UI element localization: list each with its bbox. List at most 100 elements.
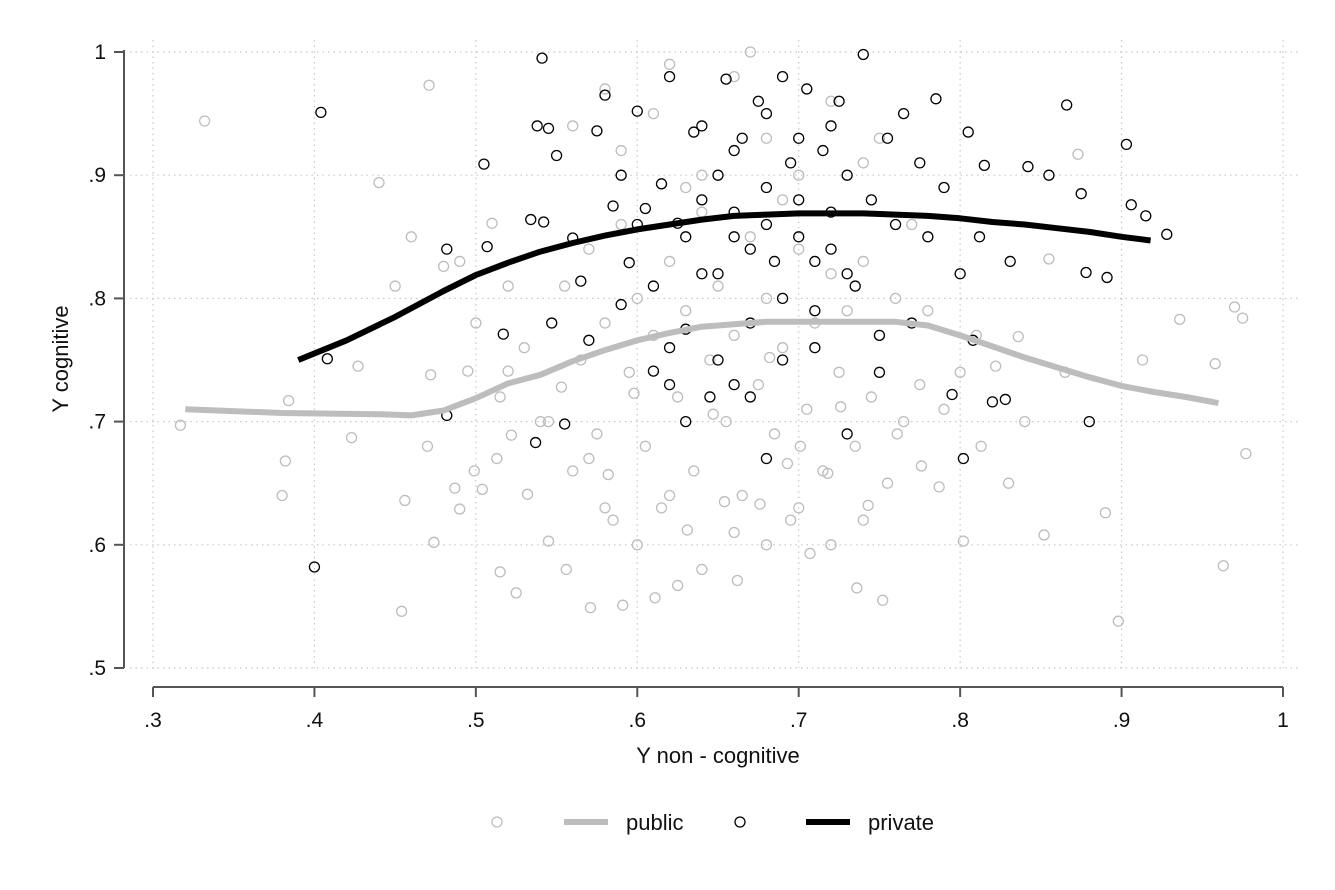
private-point: [1083, 415, 1095, 428]
axes: [123, 50, 1283, 688]
private-point: [529, 436, 542, 449]
public-point: [915, 460, 928, 472]
x-tick-label: .7: [790, 709, 808, 732]
public-point: [1099, 507, 1112, 519]
private-point: [938, 181, 950, 194]
private-point: [525, 213, 537, 226]
private-points: [308, 48, 1173, 573]
public-point: [276, 489, 288, 502]
y-tick-label: .8: [88, 287, 106, 310]
public-point: [744, 46, 756, 58]
public-point: [704, 354, 716, 366]
public-point: [793, 502, 805, 514]
public-point: [728, 329, 740, 342]
public-point: [1038, 529, 1050, 541]
public-point: [560, 563, 572, 576]
private-point: [881, 132, 894, 144]
private-point: [962, 126, 974, 138]
grid: [130, 40, 1300, 669]
public-point: [583, 243, 595, 255]
public-point: [680, 305, 692, 317]
private-point: [1140, 210, 1152, 222]
private-point: [930, 93, 942, 105]
public-point: [279, 455, 292, 467]
private-point: [478, 158, 490, 170]
public-point: [1217, 560, 1229, 572]
public-point: [454, 503, 466, 515]
private-point: [542, 122, 555, 135]
public-point: [680, 181, 692, 194]
public-point: [793, 243, 805, 255]
private-point: [583, 334, 595, 346]
private-point: [776, 354, 789, 366]
private-point: [696, 120, 708, 132]
x-tick-label: .8: [951, 709, 969, 732]
public-point: [510, 587, 522, 599]
private-point: [712, 354, 724, 366]
public-point: [922, 305, 934, 317]
private-point: [1004, 255, 1016, 268]
private-point: [776, 70, 789, 83]
private-point: [736, 132, 748, 144]
public-point: [881, 477, 894, 489]
public-point: [663, 58, 676, 70]
public-point: [975, 440, 987, 452]
private-point: [1080, 266, 1092, 279]
public-point: [584, 601, 597, 614]
public-point: [865, 391, 878, 403]
public-point: [628, 387, 640, 399]
public-point: [617, 599, 629, 611]
private-point: [954, 268, 966, 280]
private-point: [1022, 160, 1034, 173]
public-point: [841, 305, 853, 317]
public-point: [1240, 447, 1252, 460]
private-point: [957, 452, 970, 465]
private-point: [591, 125, 603, 137]
public-point: [712, 280, 724, 292]
public-point: [760, 539, 773, 551]
public-point: [567, 465, 579, 477]
private-point: [631, 105, 643, 117]
public-point: [399, 494, 411, 507]
public-point: [851, 582, 863, 594]
smooth-lines: [185, 210, 1219, 419]
public-point: [1043, 253, 1055, 265]
legend-marker-symbol: [491, 816, 503, 828]
private-point: [1043, 169, 1055, 181]
public-point: [602, 468, 614, 481]
y-tick-label: .9: [88, 164, 106, 187]
private-point: [321, 353, 333, 365]
private-point: [663, 342, 676, 354]
public-point: [599, 502, 611, 514]
private-point: [793, 194, 805, 206]
public-point: [794, 440, 806, 452]
public-point: [282, 395, 295, 407]
private-point: [744, 243, 756, 255]
public-point: [615, 144, 627, 157]
public-point: [174, 419, 187, 431]
public-point: [454, 255, 466, 268]
private-point: [1061, 99, 1073, 111]
public-point: [631, 539, 643, 551]
private-point: [615, 298, 627, 311]
public-point: [1228, 301, 1241, 313]
private-point: [801, 83, 813, 95]
public-point: [1072, 148, 1084, 160]
public-point: [804, 547, 816, 560]
private-point: [599, 89, 611, 101]
public-point: [1012, 330, 1024, 343]
public-point: [373, 176, 385, 189]
private-point: [1101, 271, 1113, 284]
public-point: [801, 403, 813, 415]
public-point: [468, 465, 480, 477]
public-point: [760, 292, 773, 305]
public-point: [591, 428, 603, 440]
x-tick-label: .3: [144, 709, 162, 732]
private-point: [607, 200, 619, 212]
private-smooth-line: [297, 210, 1151, 363]
public-point: [542, 415, 555, 428]
public-point: [663, 255, 676, 268]
private-point: [696, 268, 708, 280]
public-point: [857, 514, 869, 526]
